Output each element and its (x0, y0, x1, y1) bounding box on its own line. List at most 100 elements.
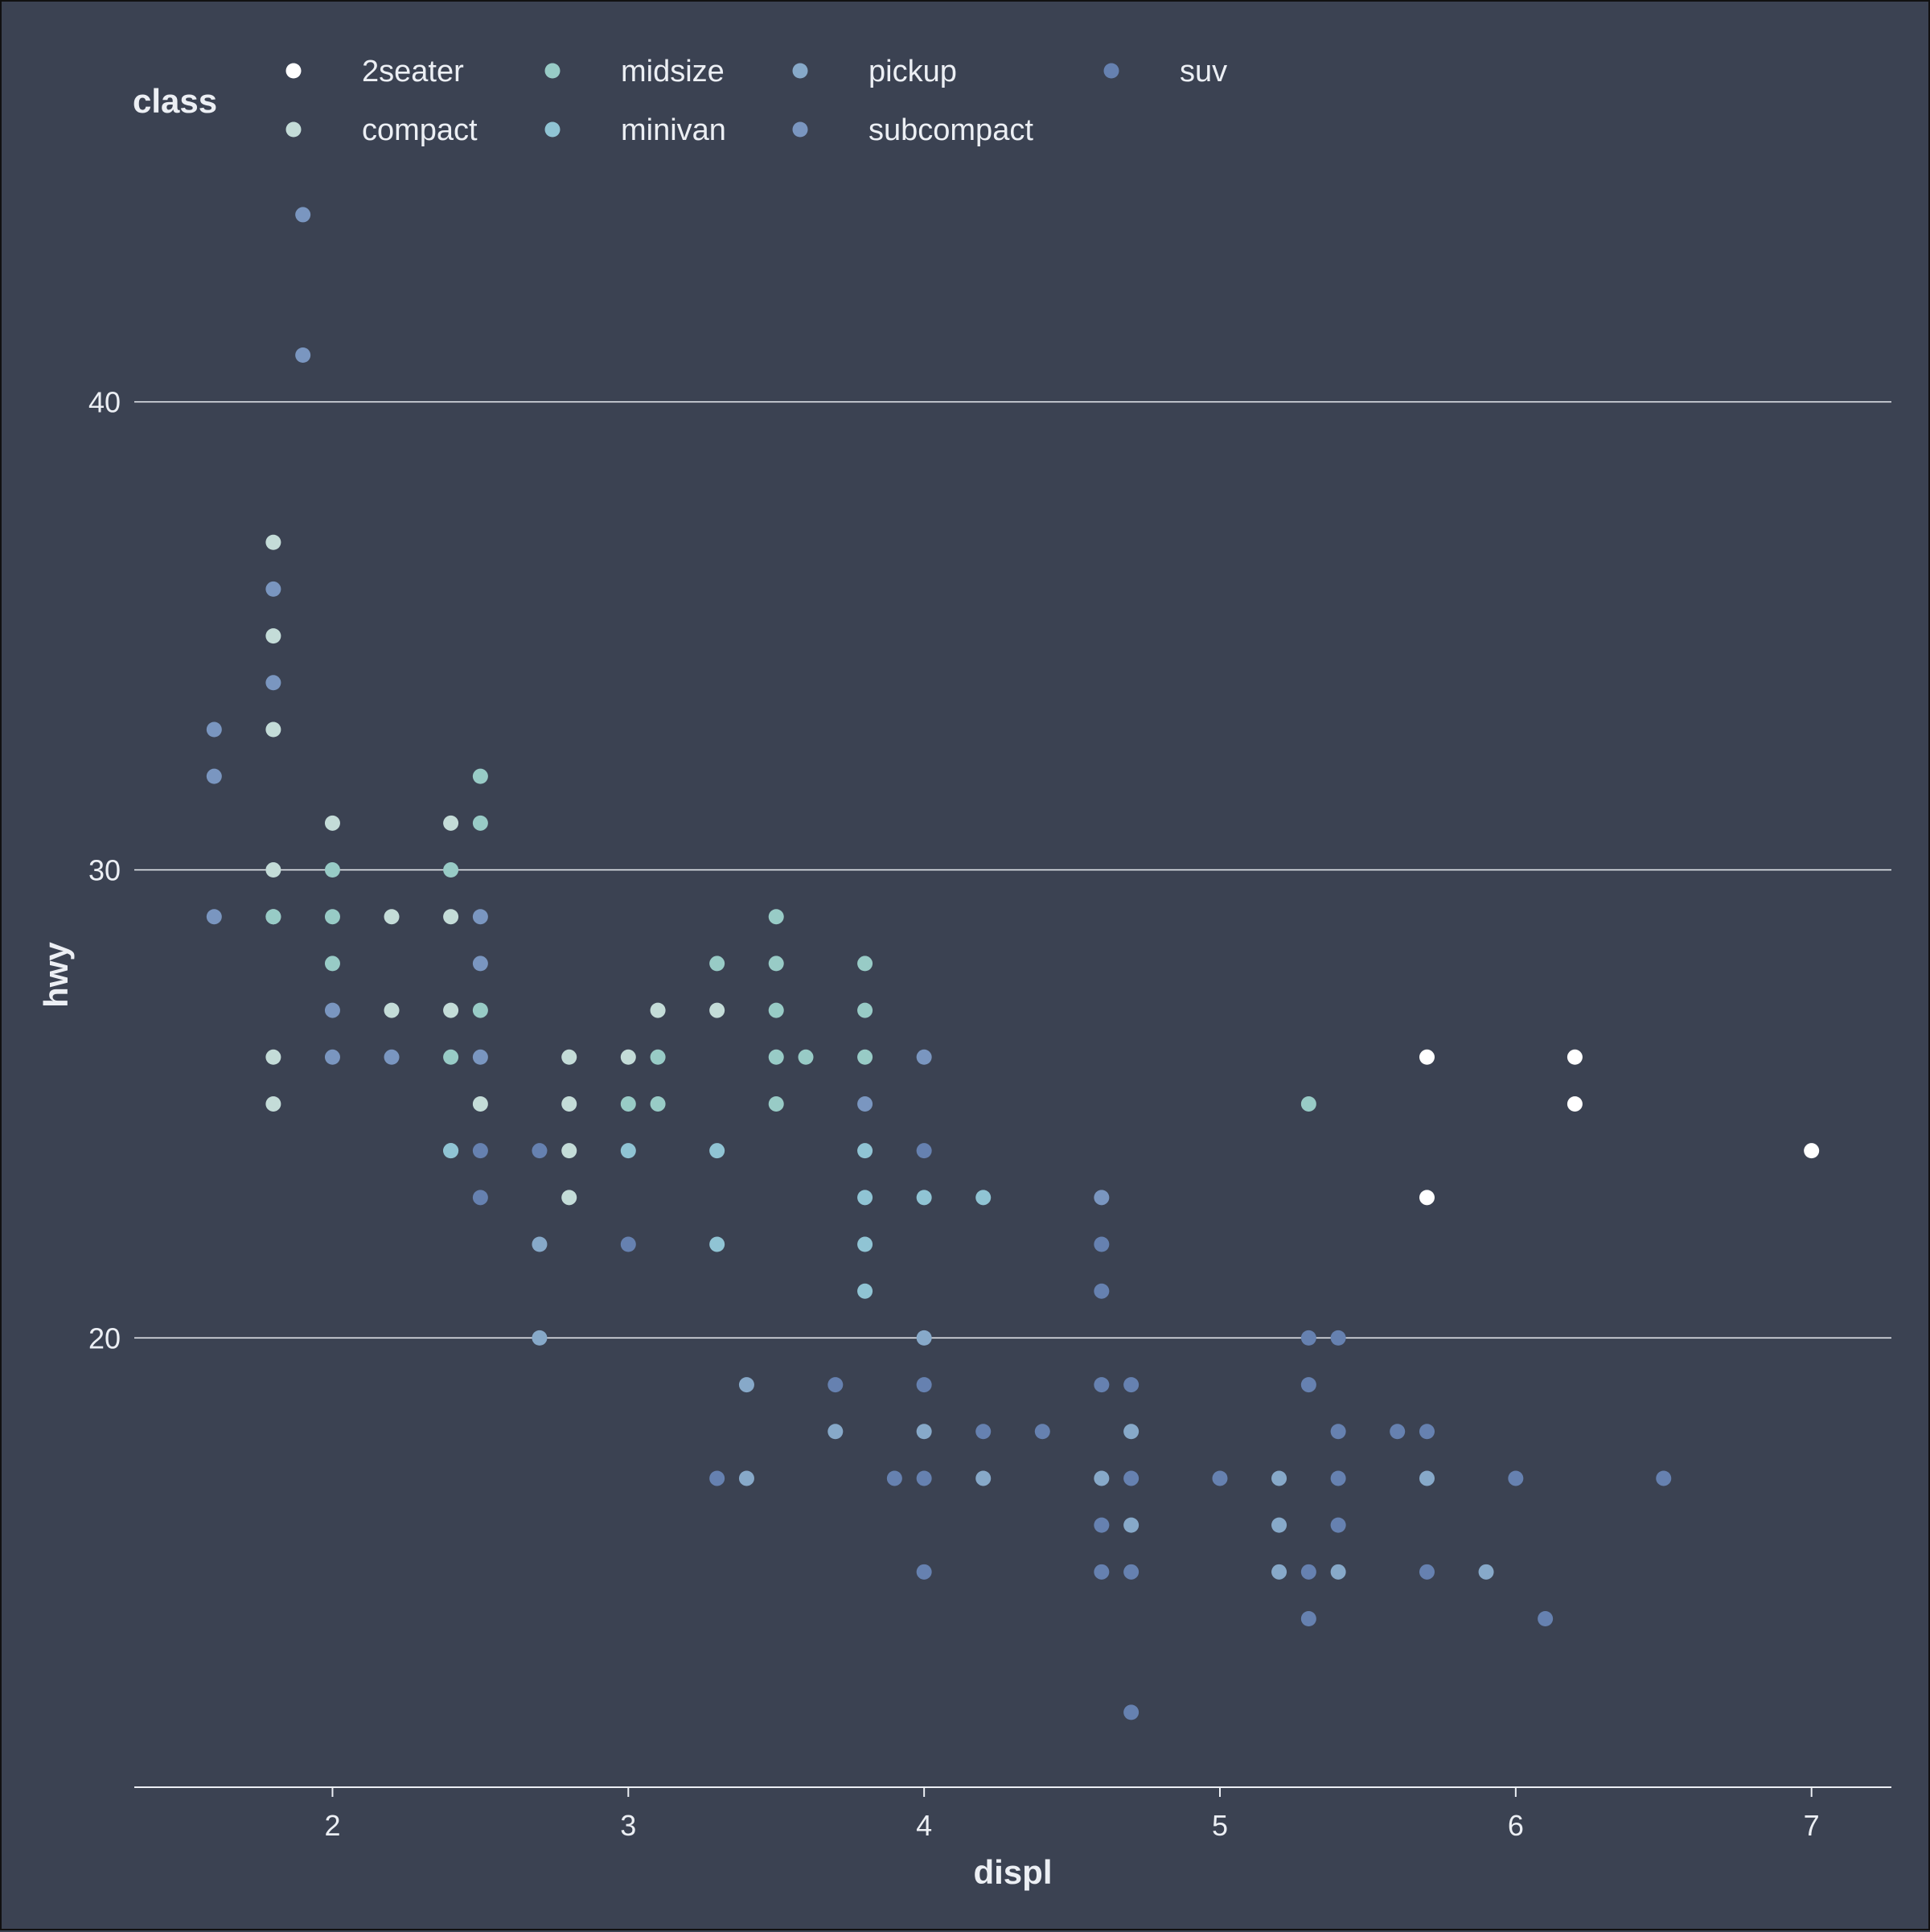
point-midsize (768, 956, 784, 972)
point-suv (1123, 1377, 1140, 1393)
point-pickup (1271, 1564, 1287, 1580)
point-pickup (975, 1470, 992, 1486)
point-2seater (1567, 1049, 1583, 1065)
point-suv (1419, 1564, 1435, 1580)
point-pickup (532, 1236, 548, 1252)
point-compact (709, 1002, 725, 1018)
legend-key-subcompact (792, 121, 808, 138)
point-pickup (1419, 1470, 1435, 1486)
point-suv (1330, 1424, 1346, 1440)
point-minivan (443, 1143, 459, 1159)
point-compact (324, 815, 340, 831)
point-suv (975, 1424, 992, 1440)
legend-label-2seater: 2seater (362, 55, 464, 88)
point-suv (916, 1143, 932, 1159)
legend-label-subcompact: subcompact (868, 113, 1033, 147)
point-minivan (916, 1190, 932, 1206)
legend-key-pickup (792, 63, 808, 79)
point-compact (384, 909, 400, 925)
point-suv (1538, 1611, 1554, 1627)
point-pickup (738, 1377, 754, 1393)
point-compact (561, 1190, 577, 1206)
y-tick-label: 40 (88, 386, 121, 419)
point-suv (1330, 1517, 1346, 1533)
point-midsize (1300, 1095, 1316, 1112)
point-subcompact (857, 1095, 873, 1112)
point-minivan (975, 1190, 992, 1206)
point-subcompact (295, 207, 311, 223)
point-suv (1212, 1470, 1228, 1486)
legend-label-suv: suv (1180, 55, 1227, 88)
point-midsize (324, 909, 340, 925)
x-tick-label: 2 (324, 1809, 340, 1842)
point-compact (443, 815, 459, 831)
point-midsize (472, 815, 488, 831)
legend-label-minivan: minivan (621, 113, 726, 147)
point-compact (443, 1002, 459, 1018)
point-suv (1300, 1330, 1316, 1346)
point-compact (265, 721, 281, 738)
point-midsize (857, 1002, 873, 1018)
point-compact (265, 628, 281, 644)
point-suv (472, 1190, 488, 1206)
point-minivan (620, 1143, 636, 1159)
point-compact (384, 1002, 400, 1018)
point-suv (1094, 1564, 1110, 1580)
legend: class 2seater compact midsize minivan pickup… (133, 55, 1227, 147)
point-midsize (650, 1095, 666, 1112)
point-suv (1123, 1470, 1140, 1486)
point-minivan (857, 1283, 873, 1299)
point-suv (1300, 1564, 1316, 1580)
point-compact (265, 1049, 281, 1065)
point-suv (1094, 1517, 1110, 1533)
point-pickup (916, 1424, 932, 1440)
y-axis-ticks: 20 30 40 (88, 386, 121, 1355)
point-subcompact (295, 347, 311, 363)
y-axis-title: hwy (37, 942, 75, 1008)
point-suv (1330, 1470, 1346, 1486)
x-tick-label: 5 (1212, 1809, 1228, 1842)
point-pickup (532, 1330, 548, 1346)
x-tick-label: 4 (916, 1809, 932, 1842)
point-pickup (1330, 1564, 1346, 1580)
point-2seater (1804, 1143, 1820, 1159)
point-midsize (443, 862, 459, 878)
point-pickup (1271, 1517, 1287, 1533)
legend-label-midsize: midsize (621, 55, 725, 88)
point-2seater (1567, 1095, 1583, 1112)
legend-key-minivan (544, 121, 561, 138)
point-subcompact (206, 909, 222, 925)
y-tick-label: 20 (88, 1322, 121, 1354)
legend-key-midsize (544, 63, 561, 79)
legend-label-compact: compact (362, 113, 478, 147)
point-2seater (1419, 1190, 1435, 1206)
point-suv (1330, 1330, 1346, 1346)
point-midsize (472, 768, 488, 784)
x-tick-label: 7 (1804, 1809, 1820, 1842)
point-minivan (857, 1143, 873, 1159)
point-midsize (857, 956, 873, 972)
point-minivan (709, 1143, 725, 1159)
point-suv (1094, 1236, 1110, 1252)
point-midsize (768, 1049, 784, 1065)
point-subcompact (384, 1049, 400, 1065)
point-suv (1094, 1377, 1110, 1393)
point-pickup (1123, 1424, 1140, 1440)
point-subcompact (324, 1049, 340, 1065)
point-compact (443, 909, 459, 925)
x-tick-label: 6 (1508, 1809, 1524, 1842)
point-pickup (827, 1424, 844, 1440)
point-midsize (768, 909, 784, 925)
point-suv (1123, 1704, 1140, 1720)
legend-title: class (133, 82, 217, 120)
point-minivan (857, 1190, 873, 1206)
point-subcompact (472, 1049, 488, 1065)
point-pickup (1094, 1470, 1110, 1486)
point-suv (472, 1143, 488, 1159)
point-compact (561, 1049, 577, 1065)
y-tick-label: 30 (88, 854, 121, 887)
point-suv (1300, 1377, 1316, 1393)
point-midsize (768, 1095, 784, 1112)
